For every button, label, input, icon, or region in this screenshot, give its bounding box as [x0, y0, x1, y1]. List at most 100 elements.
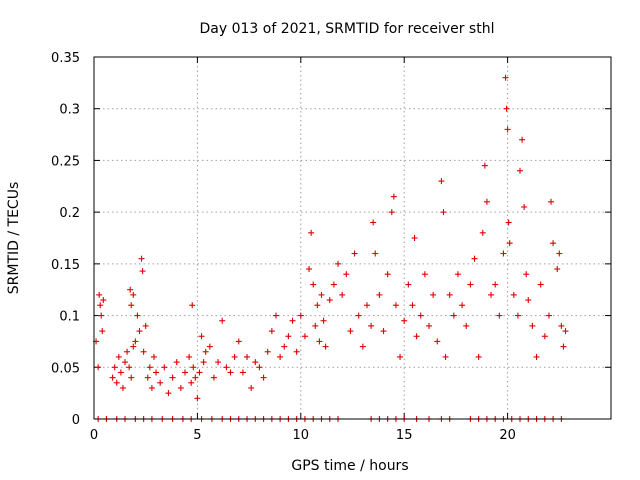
y-tick-label: 0.3	[59, 103, 80, 118]
data-point	[322, 343, 329, 350]
data-point	[119, 384, 126, 391]
x-tick-label: 5	[193, 428, 201, 443]
data-point	[521, 203, 528, 210]
data-point	[388, 209, 395, 216]
data-point	[308, 229, 315, 236]
axis-ticks	[93, 56, 611, 420]
data-point	[95, 364, 102, 371]
data-point	[97, 302, 104, 309]
data-point	[421, 271, 428, 278]
data-point	[99, 328, 106, 335]
data-point	[252, 359, 259, 366]
data-point	[281, 343, 288, 350]
data-point	[215, 359, 222, 366]
data-point	[306, 266, 313, 273]
data-point	[401, 317, 408, 324]
data-point	[293, 348, 300, 355]
data-point	[192, 374, 199, 381]
data-point	[426, 322, 433, 329]
data-point	[210, 374, 217, 381]
data-point	[380, 328, 387, 335]
data-point	[514, 312, 521, 319]
data-point	[161, 364, 168, 371]
data-point	[339, 291, 346, 298]
data-point	[153, 369, 160, 376]
data-point	[150, 353, 157, 360]
data-point	[434, 338, 441, 345]
data-point	[132, 338, 139, 345]
data-point	[122, 359, 129, 366]
data-point	[529, 322, 536, 329]
data-point	[142, 322, 149, 329]
y-tick-label: 0	[72, 413, 80, 428]
data-point	[231, 353, 238, 360]
data-point	[405, 281, 412, 288]
data-point	[504, 126, 511, 133]
y-axis-label: SRMTID / TECUs	[6, 182, 22, 295]
data-point	[326, 297, 333, 304]
data-point	[471, 255, 478, 262]
data-point	[475, 353, 482, 360]
data-point	[100, 297, 107, 304]
data-point	[144, 374, 151, 381]
data-point	[502, 74, 509, 81]
data-point	[459, 302, 466, 309]
data-point	[558, 322, 565, 329]
data-point	[363, 302, 370, 309]
data-point	[128, 374, 135, 381]
y-tick-labels: 0 0.05 0.1 0.15 0.2 0.25 0.3 0.35	[51, 51, 80, 428]
data-point	[454, 271, 461, 278]
data-point	[134, 312, 141, 319]
data-point	[297, 312, 304, 319]
data-point	[368, 322, 375, 329]
data-point	[320, 317, 327, 324]
data-point	[126, 364, 133, 371]
data-point	[256, 364, 263, 371]
data-point	[430, 291, 437, 298]
data-point	[479, 229, 486, 236]
data-point	[148, 384, 155, 391]
data-point	[96, 291, 103, 298]
data-point	[562, 328, 569, 335]
data-point	[347, 328, 354, 335]
data-point	[206, 343, 213, 350]
x-tick-label: 15	[396, 428, 413, 443]
data-point	[318, 291, 325, 298]
data-point	[370, 219, 377, 226]
data-point	[111, 364, 118, 371]
data-point	[200, 359, 207, 366]
data-point	[417, 312, 424, 319]
data-point	[335, 260, 342, 267]
data-point	[124, 348, 131, 355]
data-point	[130, 291, 137, 298]
data-point	[440, 209, 447, 216]
data-point	[312, 322, 319, 329]
plot-frame	[93, 56, 612, 420]
data-point	[314, 302, 321, 309]
data-point	[554, 266, 561, 273]
data-point	[545, 312, 552, 319]
data-point	[289, 317, 296, 324]
data-point	[109, 374, 116, 381]
data-point	[194, 395, 201, 402]
data-point	[189, 302, 196, 309]
data-point	[316, 338, 323, 345]
data-point	[139, 268, 146, 275]
data-point	[519, 136, 526, 143]
data-point	[463, 322, 470, 329]
data-point	[223, 364, 230, 371]
data-point	[260, 374, 267, 381]
data-point	[517, 167, 524, 174]
y-tick-label: 0.1	[59, 310, 80, 325]
data-point	[277, 353, 284, 360]
data-point	[537, 281, 544, 288]
data-point	[359, 343, 366, 350]
y-tick-label: 0.35	[51, 51, 80, 66]
chart-title: Day 013 of 2021, SRMTID for receiver sth…	[200, 21, 495, 37]
data-point	[136, 328, 143, 335]
data-point	[351, 250, 358, 257]
data-point	[506, 240, 513, 247]
data-point	[157, 379, 164, 386]
data-point	[248, 384, 255, 391]
data-point	[467, 281, 474, 288]
